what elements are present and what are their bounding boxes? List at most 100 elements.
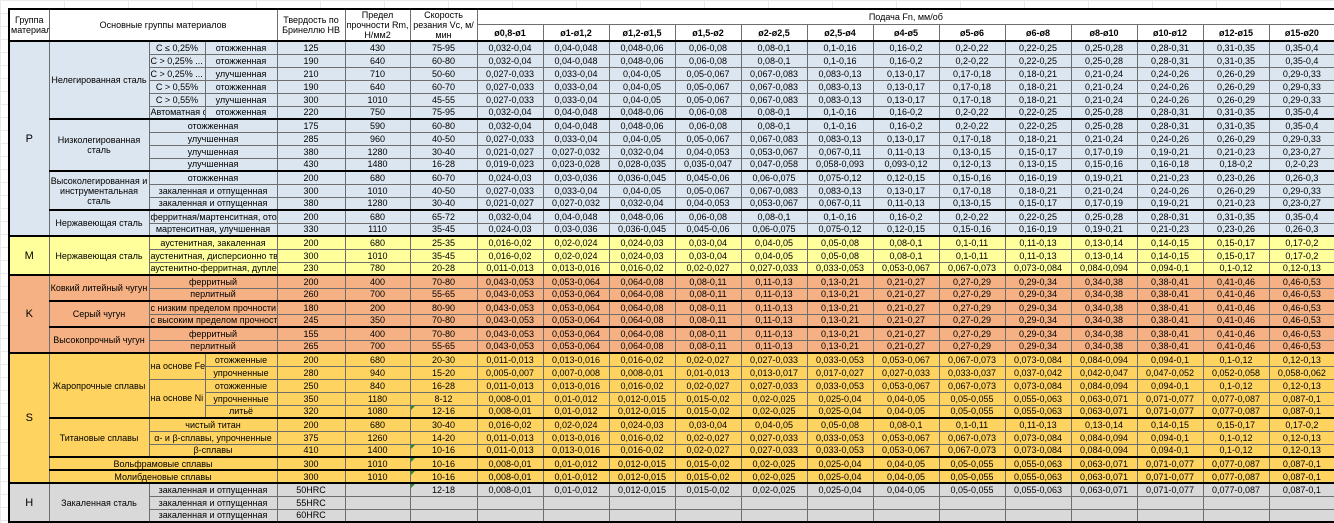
feed-cell[interactable] bbox=[1268, 508, 1334, 523]
feed-cell[interactable]: 0,055-0,063 bbox=[1004, 469, 1072, 484]
feed-cell[interactable]: 0,027-0,033 bbox=[476, 66, 544, 81]
feed-cell[interactable]: 0,14-0,15 bbox=[1136, 417, 1204, 432]
feed-cell[interactable]: 0,29-0,34 bbox=[1004, 339, 1072, 354]
speed-cell[interactable]: 30-40 bbox=[409, 144, 478, 159]
strength-cell[interactable]: 200 bbox=[344, 300, 411, 315]
feed-cell[interactable]: 0,008-0,01 bbox=[476, 391, 544, 406]
feed-cell[interactable]: 0,17-0,18 bbox=[938, 79, 1006, 94]
feed-cell[interactable]: 0,13-0,21 bbox=[806, 300, 874, 315]
header-feed[interactable]: Подача Fn, мм/об bbox=[476, 8, 1334, 26]
strength-cell[interactable]: 840 bbox=[344, 378, 411, 393]
strength-cell[interactable] bbox=[344, 508, 411, 523]
material-group-cell[interactable]: Титановые сплавы bbox=[48, 417, 150, 458]
feed-cell[interactable]: 0,033-0,04 bbox=[542, 131, 610, 146]
feed-cell[interactable]: 0,16-0,2 bbox=[872, 40, 940, 55]
feed-cell[interactable]: 0,1-0,12 bbox=[1202, 443, 1270, 458]
speed-cell[interactable]: 12-16 bbox=[409, 404, 478, 419]
feed-cell[interactable]: 0,036-0,045 bbox=[608, 170, 676, 185]
feed-cell[interactable]: 0,043-0,053 bbox=[476, 274, 544, 289]
state-cell[interactable]: ферритный bbox=[148, 274, 278, 289]
feed-cell[interactable]: 0,12-0,13 bbox=[1268, 261, 1334, 276]
feed-cell[interactable]: 0,13-0,21 bbox=[806, 313, 874, 328]
feed-cell[interactable]: 0,12-0,13 bbox=[1268, 378, 1334, 393]
feed-cell[interactable]: 0,067-0,073 bbox=[938, 378, 1006, 393]
feed-cell[interactable]: 0,016-0,02 bbox=[476, 248, 544, 263]
feed-cell[interactable]: 0,12-0,15 bbox=[872, 170, 940, 185]
feed-cell[interactable]: 0,31-0,35 bbox=[1202, 118, 1270, 133]
header-diameter[interactable]: ø1,2-ø1,5 bbox=[608, 24, 676, 42]
feed-cell[interactable]: 0,067-0,083 bbox=[740, 79, 808, 94]
feed-cell[interactable]: 0,18-0,21 bbox=[1004, 131, 1072, 146]
header-diameter[interactable]: ø2,5-ø4 bbox=[806, 24, 874, 42]
feed-cell[interactable]: 0,037-0,042 bbox=[1004, 365, 1072, 380]
state-cell[interactable]: β-сплавы bbox=[148, 443, 278, 458]
feed-cell[interactable]: 0,13-0,17 bbox=[872, 92, 940, 107]
strength-cell[interactable]: 640 bbox=[344, 79, 411, 94]
feed-cell[interactable]: 0,1-0,16 bbox=[806, 118, 874, 133]
feed-cell[interactable]: 0,02-0,025 bbox=[740, 391, 808, 406]
hardness-cell[interactable]: 260 bbox=[276, 287, 346, 302]
state-cell[interactable]: отожженная bbox=[204, 40, 278, 55]
strength-cell[interactable]: 1280 bbox=[344, 196, 411, 211]
feed-cell[interactable]: 0,17-0,2 bbox=[1268, 248, 1334, 263]
feed-cell[interactable]: 0,015-0,02 bbox=[674, 456, 742, 471]
feed-cell[interactable]: 0,084-0,094 bbox=[1070, 352, 1138, 367]
speed-cell[interactable]: 12-18 bbox=[409, 482, 478, 497]
feed-cell[interactable]: 0,027-0,033 bbox=[476, 183, 544, 198]
feed-cell[interactable]: 0,043-0,053 bbox=[476, 287, 544, 302]
feed-cell[interactable]: 0,02-0,025 bbox=[740, 469, 808, 484]
feed-cell[interactable]: 0,41-0,46 bbox=[1202, 326, 1270, 341]
feed-cell[interactable]: 0,1-0,16 bbox=[806, 53, 874, 68]
feed-cell[interactable]: 0,29-0,33 bbox=[1268, 79, 1334, 94]
feed-cell[interactable]: 0,06-0,08 bbox=[674, 53, 742, 68]
feed-cell[interactable]: 0,11-0,13 bbox=[740, 274, 808, 289]
feed-cell[interactable]: 0,13-0,14 bbox=[1070, 248, 1138, 263]
strength-cell[interactable]: 680 bbox=[344, 417, 411, 432]
speed-cell[interactable]: 75-95 bbox=[409, 105, 478, 120]
hardness-cell[interactable]: 220 bbox=[276, 105, 346, 120]
feed-cell[interactable]: 0,055-0,063 bbox=[1004, 482, 1072, 497]
feed-cell[interactable]: 0,094-0,1 bbox=[1136, 443, 1204, 458]
feed-cell[interactable]: 0,012-0,015 bbox=[608, 482, 676, 497]
feed-cell[interactable]: 0,02-0,027 bbox=[674, 378, 742, 393]
hardness-cell[interactable]: 265 bbox=[276, 339, 346, 354]
feed-cell[interactable]: 0,26-0,3 bbox=[1268, 170, 1334, 185]
feed-cell[interactable]: 0,027-0,033 bbox=[740, 443, 808, 458]
feed-cell[interactable]: 0,26-0,29 bbox=[1202, 79, 1270, 94]
feed-cell[interactable]: 0,04-0,048 bbox=[542, 40, 610, 55]
feed-cell[interactable] bbox=[740, 508, 808, 523]
feed-cell[interactable]: 0,033-0,04 bbox=[542, 92, 610, 107]
speed-cell[interactable]: 30-40 bbox=[409, 417, 478, 432]
feed-cell[interactable] bbox=[1070, 495, 1138, 510]
feed-cell[interactable]: 0,027-0,033 bbox=[740, 261, 808, 276]
strength-cell[interactable]: 1280 bbox=[344, 144, 411, 159]
feed-cell[interactable]: 0,063-0,071 bbox=[1070, 482, 1138, 497]
feed-cell[interactable]: 0,21-0,23 bbox=[1202, 144, 1270, 159]
feed-cell[interactable]: 0,02-0,025 bbox=[740, 482, 808, 497]
feed-cell[interactable]: 0,063-0,071 bbox=[1070, 456, 1138, 471]
feed-cell[interactable] bbox=[938, 495, 1006, 510]
feed-cell[interactable]: 0,34-0,38 bbox=[1070, 326, 1138, 341]
feed-cell[interactable]: 0,04-0,053 bbox=[674, 196, 742, 211]
strength-cell[interactable]: 680 bbox=[344, 352, 411, 367]
feed-cell[interactable]: 0,048-0,06 bbox=[608, 40, 676, 55]
feed-cell[interactable]: 0,045-0,06 bbox=[674, 222, 742, 237]
feed-cell[interactable]: 0,027-0,032 bbox=[542, 196, 610, 211]
feed-cell[interactable]: 0,055-0,063 bbox=[1004, 456, 1072, 471]
feed-cell[interactable]: 0,027-0,033 bbox=[740, 378, 808, 393]
feed-cell[interactable]: 0,38-0,41 bbox=[1136, 326, 1204, 341]
feed-cell[interactable]: 0,053-0,064 bbox=[542, 300, 610, 315]
feed-cell[interactable]: 0,063-0,071 bbox=[1070, 391, 1138, 406]
feed-cell[interactable]: 0,03-0,04 bbox=[674, 417, 742, 432]
strength-cell[interactable]: 700 bbox=[344, 339, 411, 354]
feed-cell[interactable]: 0,024-0,03 bbox=[476, 222, 544, 237]
feed-cell[interactable]: 0,18-0,21 bbox=[1004, 79, 1072, 94]
header-diameter[interactable]: ø12-ø15 bbox=[1202, 24, 1270, 42]
header-diameter[interactable]: ø4-ø5 bbox=[872, 24, 940, 42]
feed-cell[interactable]: 0,027-0,033 bbox=[740, 352, 808, 367]
feed-cell[interactable]: 0,005-0,007 bbox=[476, 365, 544, 380]
feed-cell[interactable]: 0,15-0,16 bbox=[938, 170, 1006, 185]
feed-cell[interactable]: 0,033-0,037 bbox=[938, 365, 1006, 380]
feed-cell[interactable]: 0,011-0,013 bbox=[476, 352, 544, 367]
feed-cell[interactable]: 0,024-0,03 bbox=[608, 417, 676, 432]
